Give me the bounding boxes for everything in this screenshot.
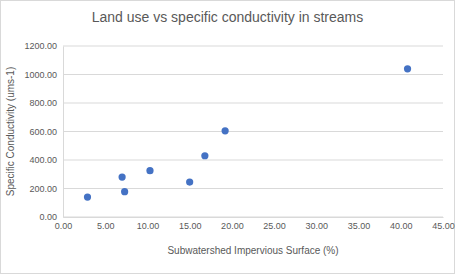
y-axis-title: Specific Conductivity (ums-1) (5, 67, 16, 196)
tick: 45.00 (432, 217, 455, 231)
tick-label: 30.00 (306, 221, 329, 231)
tick-label: 800.00 (29, 98, 57, 108)
axis-line (64, 217, 444, 218)
plot-area: 0.00 5.00 10.00 15.00 20.00 25.00 30.00 35.00 40… (24, 41, 454, 231)
tick-label: 5.00 (97, 221, 115, 231)
point (404, 65, 411, 72)
tick: 200.00 (29, 184, 63, 194)
tick: 400.00 (29, 155, 63, 165)
tick: 40.00 (390, 217, 413, 231)
grid-line (63, 103, 443, 104)
point (222, 127, 229, 134)
tick: 1200.00 (24, 41, 63, 51)
grid-line (63, 131, 443, 132)
tick: 800.00 (29, 98, 63, 108)
axis-line (63, 47, 64, 218)
grid-line (63, 160, 443, 161)
tick: 10.00 (137, 217, 160, 231)
tick-label: 45.00 (432, 221, 455, 231)
grid-line (63, 46, 443, 47)
tick: 0.00 (39, 212, 63, 222)
tick-label: 0.00 (55, 221, 73, 231)
tick-label: 10.00 (137, 221, 160, 231)
point (121, 188, 128, 195)
x-axis: 0.00 5.00 10.00 15.00 20.00 25.00 30.00 35.00 40… (55, 217, 455, 231)
grid-line (63, 74, 443, 75)
tick-label: 600.00 (29, 127, 57, 137)
chart-frame (1, 1, 455, 274)
y-axis: 0.00 200.00 400.00 600.00 800.00 1000.00 1200.… (24, 41, 63, 222)
tick-label: 35.00 (348, 221, 371, 231)
points (84, 65, 411, 200)
tick-label: 1000.00 (24, 70, 57, 80)
tick: 30.00 (306, 217, 329, 231)
tick: 15.00 (179, 217, 202, 231)
tick: 5.00 (97, 217, 115, 231)
tick-label: 0.00 (39, 212, 57, 222)
title: Land use vs specific conductivity in str… (92, 9, 364, 25)
point (201, 152, 208, 159)
chart: 0.00 5.00 10.00 15.00 20.00 25.00 30.00 35.00 40… (0, 0, 455, 274)
point (84, 193, 91, 200)
grid-line (63, 188, 443, 189)
point (186, 178, 193, 185)
point (146, 167, 153, 174)
tick-label: 15.00 (179, 221, 202, 231)
tick: 1000.00 (24, 70, 63, 80)
grid (63, 46, 443, 217)
tick-label: 20.00 (221, 221, 244, 231)
tick: 0.00 (55, 217, 73, 231)
tick: 35.00 (348, 217, 371, 231)
tick: 20.00 (221, 217, 244, 231)
tick-label: 40.00 (390, 221, 413, 231)
point (119, 174, 126, 181)
tick-label: 400.00 (29, 155, 57, 165)
tick: 600.00 (29, 127, 63, 137)
tick-label: 200.00 (29, 184, 57, 194)
grid-line (63, 217, 443, 218)
tick: 25.00 (263, 217, 286, 231)
tick-label: 1200.00 (24, 41, 57, 51)
tick-label: 25.00 (263, 221, 286, 231)
x-axis-title: Subwatershed Impervious Surface (%) (167, 245, 338, 256)
